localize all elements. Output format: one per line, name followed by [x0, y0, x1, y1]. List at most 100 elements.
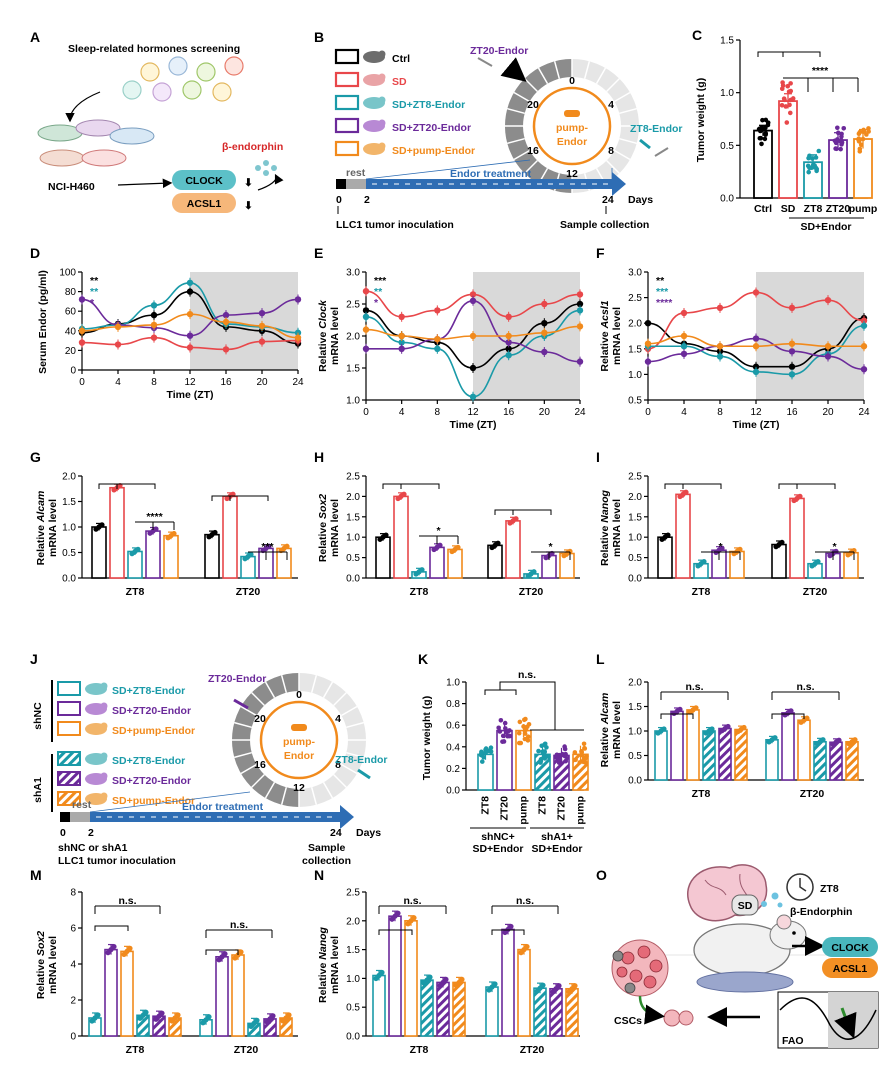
dial-tick	[619, 107, 637, 115]
y-axis-label-part: Relative	[317, 329, 329, 372]
data-point-sd	[505, 313, 512, 320]
sig-label: n.s.	[516, 895, 534, 907]
bar	[778, 100, 798, 199]
y-axis-label-line2: mRNA level	[611, 701, 623, 759]
timeline-arrowhead	[340, 805, 354, 829]
inoculation-label: LLC1 tumor inoculation	[336, 219, 454, 231]
legend-swatch	[57, 771, 81, 786]
bar	[222, 495, 238, 579]
x-tick-label: 8	[435, 407, 441, 418]
sig-star: **	[374, 286, 383, 298]
x-tick-label: 24	[292, 377, 304, 388]
treat-dots: ···	[218, 817, 229, 829]
bar	[771, 543, 787, 579]
y-tick-label: 0	[70, 1032, 76, 1043]
data-point	[516, 730, 522, 736]
data-point	[810, 156, 815, 161]
sig-bracket	[499, 681, 584, 731]
data-point	[143, 1009, 149, 1015]
data-point	[503, 726, 508, 731]
inoculation-label-1: shNC or shA1	[58, 842, 128, 854]
bar	[781, 712, 795, 781]
data-point	[127, 945, 133, 951]
legend-label: SD+ZT8-Endor	[392, 99, 465, 111]
group-label: shNC+	[481, 831, 515, 843]
data-point	[284, 543, 290, 549]
data-point	[507, 733, 513, 739]
legend-swatch	[57, 721, 81, 736]
y-axis-label: Relative Acsl1	[599, 300, 611, 371]
cscs-label: CSCs	[614, 1015, 642, 1027]
data-point	[782, 97, 787, 103]
data-point-pump	[222, 318, 230, 326]
y-axis-label: Serum Endor (pg/ml)	[37, 270, 49, 374]
bar	[657, 536, 673, 579]
clock-pill-label: CLOCK	[185, 175, 223, 187]
data-point	[437, 542, 443, 548]
data-point	[497, 729, 503, 734]
data-point	[772, 735, 778, 741]
sig-bracket	[484, 689, 517, 695]
sig-label: *	[718, 541, 723, 553]
data-point-sd	[752, 289, 760, 296]
data-point	[492, 981, 498, 987]
chart-n: 0.0 0.5 1.0 1.5 2.0 2.5 ZT8 ZT20 Relative Nanog m…	[317, 888, 580, 1056]
bar	[388, 915, 402, 1037]
dishes	[37, 119, 155, 167]
acsl1-down-arrow: ⬇	[244, 200, 253, 212]
sig-bracket	[94, 905, 161, 914]
panel-a-diagram: Sleep-related hormones screening NCI-H46…	[37, 43, 284, 213]
bar	[789, 497, 805, 579]
data-point	[526, 721, 532, 727]
data-point-pump	[186, 310, 194, 318]
data-point	[563, 758, 569, 764]
y-tick-label: 2.0	[628, 678, 642, 689]
dial-hour-label: 16	[254, 759, 266, 771]
y-tick-label: 2.5	[628, 472, 642, 483]
dial-tick	[280, 787, 288, 805]
data-point	[838, 146, 843, 152]
y-tick-label: 1.5	[346, 945, 360, 956]
data-point	[266, 543, 272, 549]
dial-tick	[595, 67, 607, 84]
timeline-days: Days	[356, 827, 381, 839]
data-point-ctrl	[362, 307, 370, 314]
data-point-pump	[294, 334, 302, 341]
bar	[517, 948, 531, 1037]
sig-bracket	[771, 691, 840, 700]
data-point	[784, 120, 790, 125]
data-point	[788, 708, 794, 714]
data-point	[815, 558, 821, 565]
sig-bracket	[229, 495, 269, 501]
data-point	[483, 746, 489, 751]
data-point	[536, 748, 541, 754]
data-point	[135, 546, 141, 552]
dial-tick	[553, 61, 561, 79]
data-point	[787, 110, 793, 116]
data-point	[522, 736, 528, 742]
panel-b-diagram: Ctrl SD SD+ZT8-Endor SD+ZT20-Endor SD+pump-E…	[334, 45, 683, 231]
data-point-sd	[434, 307, 441, 314]
bar	[718, 727, 732, 781]
data-point	[419, 567, 425, 573]
legend-swatch	[334, 117, 360, 134]
panel-j-diagram: shNC shA1 SD+ZT8-Endor SD+ZT20-Endor SD+pump…	[32, 673, 388, 867]
data-point	[479, 751, 484, 756]
x-tick-label: ZT8	[480, 796, 492, 815]
data-point	[835, 130, 841, 136]
bar	[393, 495, 409, 579]
bar	[109, 486, 125, 579]
data-point	[677, 706, 683, 712]
y-tick-label: 2.5	[628, 293, 642, 304]
pump-icon	[291, 724, 307, 731]
mouse-ear	[100, 722, 108, 730]
y-tick-label: 0.0	[346, 1032, 360, 1043]
panel-label-e: E	[314, 245, 323, 261]
arrow-a3	[257, 173, 284, 191]
sample-label-2: collection	[302, 855, 351, 867]
data-point	[481, 754, 487, 760]
mouse-ear	[378, 142, 386, 150]
data-point	[841, 125, 847, 131]
data-point	[286, 1012, 292, 1018]
bar	[487, 544, 503, 579]
